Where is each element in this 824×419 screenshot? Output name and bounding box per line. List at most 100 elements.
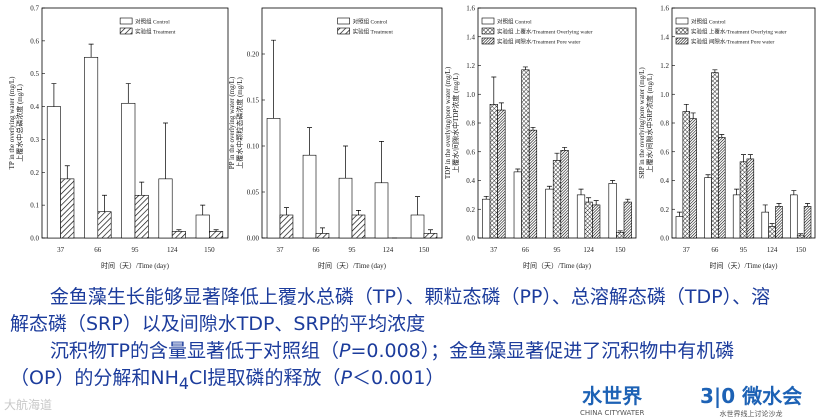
error-bar <box>617 230 623 233</box>
error-bar <box>271 39 277 119</box>
text: Cl提取磷的释放（ <box>189 367 341 389</box>
bar <box>616 231 625 239</box>
legend-swatch <box>675 27 689 35</box>
bar <box>351 214 366 239</box>
error-bar <box>101 194 107 212</box>
watermark: 大航海道 <box>4 398 53 412</box>
bar <box>171 231 186 239</box>
error-bar <box>379 141 385 183</box>
error-bar <box>625 198 631 203</box>
bar <box>195 214 210 239</box>
x-tick-label: 150 <box>419 246 430 254</box>
paragraph: 金鱼藻生长能够显著降低上覆水总磷（TP）、颗粒态磷（PP）、总溶解态磷（TDP）… <box>10 286 771 335</box>
error-bar <box>554 152 560 161</box>
x-axis-label: 时间（天）/Time (day) <box>101 261 170 270</box>
logo: 水世界 CHINA CITYWATER <box>580 380 644 417</box>
bar <box>790 194 798 239</box>
y-axis-label: 上覆水/间隙水中TDP浓度 (mg/L) <box>451 72 460 172</box>
bar <box>338 177 353 239</box>
error-bar <box>734 188 740 195</box>
bar <box>761 211 769 239</box>
legend-swatch <box>119 17 133 25</box>
bar <box>584 201 593 239</box>
error-bar <box>719 134 725 138</box>
error-bar <box>805 203 811 207</box>
y-tick-label: 1.0 <box>466 91 475 99</box>
y-tick-label: 1.6 <box>466 5 475 13</box>
x-tick-label: 124 <box>167 246 178 254</box>
logo: 3|0 微水会 水世界线上讨论沙龙 <box>700 380 802 419</box>
text: 4 <box>178 373 189 393</box>
y-tick-label: 1.4 <box>466 33 475 41</box>
legend-swatch <box>675 37 689 45</box>
y-axis-label: 上覆水中总磷浓度 (mg/L) <box>15 84 24 162</box>
summary: 金鱼藻生长能够显著降低上覆水总磷（TP）、颗粒态磷（PP）、总溶解态磷（TDP）… <box>10 284 780 397</box>
x-tick-label: 95 <box>349 246 357 254</box>
error-bar <box>515 168 521 172</box>
bar <box>410 214 425 239</box>
error-bar <box>355 210 361 215</box>
y-tick-label: 0.6 <box>30 37 39 45</box>
bar <box>97 211 112 239</box>
error-bar <box>741 154 746 162</box>
y-tick-label: 0.10 <box>247 143 260 151</box>
x-tick-label: 150 <box>615 246 626 254</box>
error-bar <box>690 112 696 119</box>
bar <box>746 158 755 239</box>
y-tick-label: 1.4 <box>660 33 669 41</box>
y-axis-label: 上覆水/间隙水中SRP浓度 (mg/L) <box>645 73 654 173</box>
y-tick-label: 0.0 <box>660 235 669 243</box>
error-bar <box>578 188 584 195</box>
x-axis-label: 时间（天）/Time (day) <box>710 261 779 270</box>
x-tick-label: 95 <box>554 246 562 254</box>
bar <box>739 161 748 239</box>
x-tick-label: 37 <box>683 246 691 254</box>
y-tick-label: 0.0 <box>466 235 475 243</box>
bar <box>689 118 697 239</box>
bar <box>497 109 506 239</box>
x-tick-label: 66 <box>313 246 321 254</box>
x-tick-label: 37 <box>490 246 498 254</box>
y-tick-label: 0.1 <box>30 202 39 210</box>
y-tick-label: 0.3 <box>30 136 39 144</box>
y-tick-label: 0.4 <box>660 177 669 185</box>
y-tick-label: 0.2 <box>30 169 39 177</box>
charts: 0.0 0.1 0.2 0.3 0.4 0.5 0.6 0.7 TP in the overly… <box>8 5 816 270</box>
error-bar <box>307 127 313 156</box>
logo-name: 3|0 微水会 <box>700 384 803 408</box>
x-tick-label: 150 <box>795 246 806 254</box>
y-tick-label: 0.7 <box>30 5 39 13</box>
error-bar <box>593 200 599 205</box>
x-tick-label: 37 <box>57 246 65 254</box>
error-bar <box>163 122 169 179</box>
bar <box>560 150 569 239</box>
error-bar <box>683 103 689 112</box>
y-tick-label: 0.8 <box>466 120 475 128</box>
bar <box>608 183 617 239</box>
text: ＜0.001） <box>352 367 445 389</box>
bar <box>775 206 783 239</box>
legend-label: 实验组 Treatment <box>135 28 176 36</box>
bar <box>134 194 149 239</box>
error-bar <box>562 147 568 151</box>
x-tick-label: 95 <box>132 246 140 254</box>
paragraph: 沉积物TP的含量显著低于对照组（P=0.008）；金鱼藻显著促进了沉积物中有机磷… <box>10 338 780 397</box>
error-bar <box>522 66 528 70</box>
bar <box>315 233 330 239</box>
bar <box>803 206 812 239</box>
bar <box>592 204 601 239</box>
error-bar <box>51 83 57 107</box>
error-bar <box>705 174 711 178</box>
error-bar <box>769 223 775 227</box>
y-tick-label: 0.00 <box>247 235 260 243</box>
bar <box>209 231 224 239</box>
error-bar <box>343 145 349 179</box>
error-bar <box>213 229 219 232</box>
legend-swatch <box>675 17 689 25</box>
y-tick-label: 0.0 <box>30 235 39 243</box>
bar <box>513 171 522 239</box>
x-axis-label: 时间（天）/Time (day) <box>318 261 387 270</box>
y-tick-label: 1.6 <box>660 5 669 13</box>
bar <box>576 194 586 239</box>
